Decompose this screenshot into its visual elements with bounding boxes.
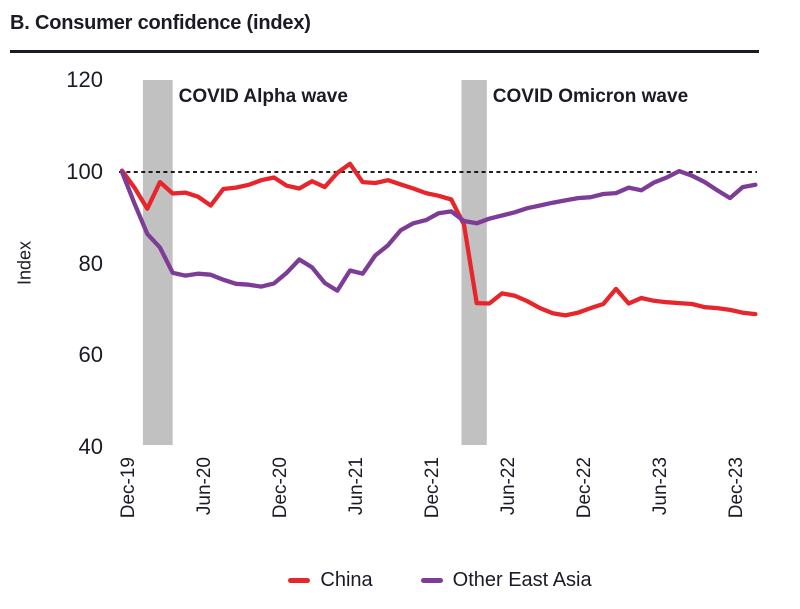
legend-label-china: China bbox=[320, 569, 373, 591]
y-tick-120: 120 bbox=[66, 67, 103, 93]
page-title: B. Consumer confidence (index) bbox=[10, 12, 311, 34]
legend: China Other East Asia bbox=[122, 569, 758, 592]
x-tick-jun-23: Jun-23 bbox=[650, 457, 671, 516]
covid-omicron-wave-annotation: COVID Omicron wave bbox=[492, 86, 689, 107]
series-line-other-east-asia bbox=[119, 168, 758, 293]
x-tick-dec-20: Dec-20 bbox=[270, 457, 291, 519]
x-tick-dec-19: Dec-19 bbox=[118, 457, 139, 519]
x-tick-dec-23: Dec-23 bbox=[726, 457, 748, 519]
x-tick-dec-22: Dec-22 bbox=[574, 457, 595, 519]
x-tick-jun-21: Jun-21 bbox=[346, 457, 367, 516]
y-tick-60: 60 bbox=[78, 342, 103, 368]
other-east-asia-line-swatch bbox=[420, 578, 443, 583]
title-divider bbox=[10, 50, 759, 53]
y-axis-title: Index bbox=[14, 240, 35, 286]
legend-label-other-east-asia: Other East Asia bbox=[452, 569, 592, 591]
series-line-china bbox=[119, 161, 758, 318]
legend-item-china: China bbox=[288, 569, 373, 592]
legend-item-other-east-asia: Other East Asia bbox=[420, 569, 592, 592]
x-tick-jun-22: Jun-22 bbox=[498, 457, 519, 516]
covid-alpha-wave-annotation: COVID Alpha wave bbox=[178, 86, 348, 107]
x-tick-jun-20: Jun-20 bbox=[194, 457, 215, 516]
y-tick-100: 100 bbox=[66, 159, 103, 184]
x-tick-dec-21: Dec-21 bbox=[422, 457, 443, 519]
china-line-swatch bbox=[288, 578, 311, 583]
covid-band-1 bbox=[461, 80, 487, 445]
y-tick-80: 80 bbox=[78, 250, 103, 276]
y-tick-40: 40 bbox=[78, 433, 103, 459]
